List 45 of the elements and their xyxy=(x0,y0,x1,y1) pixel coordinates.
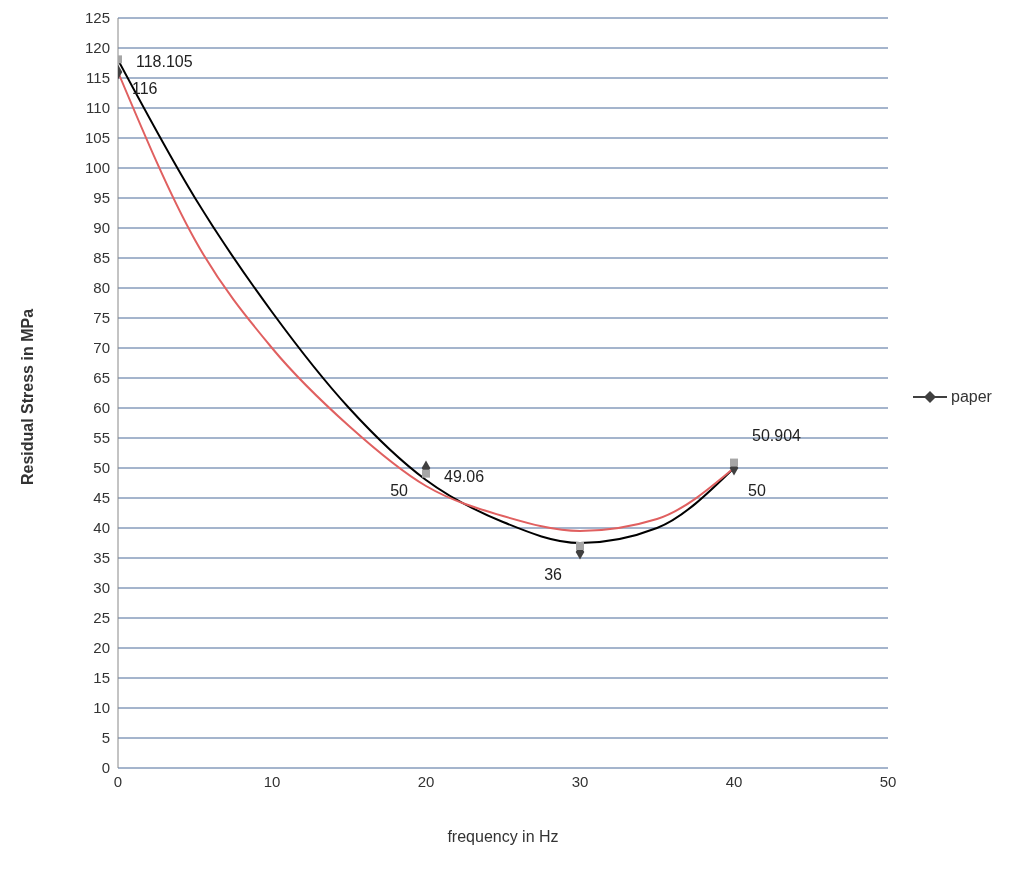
y-tick-label: 5 xyxy=(101,729,110,747)
y-tick-label: 60 xyxy=(93,399,110,417)
data-label: 50 xyxy=(390,482,409,499)
y-tick-label: 100 xyxy=(84,159,110,177)
y-tick-label: 45 xyxy=(93,489,110,507)
point xyxy=(576,542,584,550)
x-axis-title: frequency in Hz xyxy=(446,828,560,846)
x-tick-label: 30 xyxy=(571,772,589,790)
data-label: 36 xyxy=(544,566,563,583)
y-tick-label: 25 xyxy=(93,609,110,627)
y-tick-label: 50 xyxy=(93,459,110,477)
x-tick-label: 20 xyxy=(417,772,435,790)
y-tick-label: 0 xyxy=(101,759,110,777)
data-label: 50.904 xyxy=(752,426,802,444)
y-tick-label: 80 xyxy=(93,279,110,297)
x-tick-label: 40 xyxy=(725,772,743,790)
y-tick-label: 15 xyxy=(93,669,110,687)
y-axis-title: Residual Stress in MPa xyxy=(19,307,37,488)
y-tick-label: 85 xyxy=(93,249,110,267)
y-tick-label: 115 xyxy=(86,69,110,87)
y-tick-label: 75 xyxy=(93,309,110,327)
y-tick-label: 35 xyxy=(93,549,110,567)
y-tick-label: 90 xyxy=(93,219,110,237)
y-tick-label: 105 xyxy=(84,129,110,147)
y-tick-label: 30 xyxy=(93,579,110,597)
data-label: 50 xyxy=(748,482,766,499)
y-tick-label: 125 xyxy=(84,9,110,27)
y-tick-label: 10 xyxy=(93,699,110,717)
y-tick-label: 65 xyxy=(93,369,110,387)
y-tick-label: 70 xyxy=(93,339,110,357)
y-tick-label: 120 xyxy=(84,39,110,57)
data-label: 118.105 xyxy=(136,53,193,71)
y-tick-label: 20 xyxy=(93,639,110,657)
x-tick-label: 50 xyxy=(879,772,897,790)
x-tick-label: 0 xyxy=(113,772,123,790)
legend-label: paper xyxy=(951,388,992,406)
y-tick-label: 55 xyxy=(93,429,110,447)
x-tick-label: 10 xyxy=(263,772,281,790)
data-label: 49.06 xyxy=(444,467,485,485)
point xyxy=(730,458,738,467)
data-label: 116 xyxy=(132,80,158,97)
y-tick-label: 95 xyxy=(93,189,110,207)
point xyxy=(422,469,430,478)
y-tick-label: 40 xyxy=(93,519,110,537)
y-tick-label: 110 xyxy=(86,99,110,117)
